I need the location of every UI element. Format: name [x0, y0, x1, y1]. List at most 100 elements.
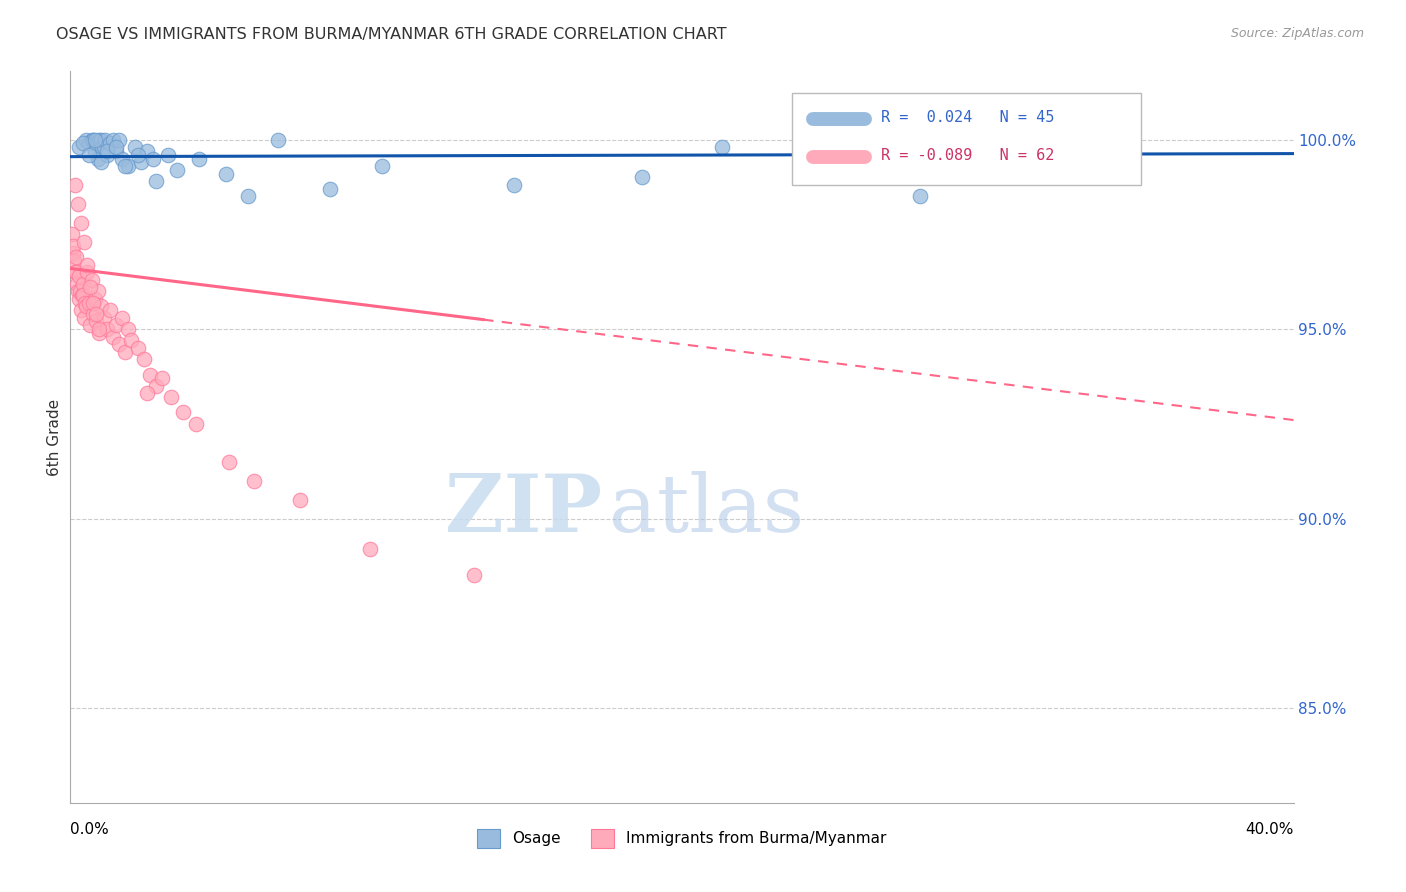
Point [93, 310, 115, 325]
Point [69, 284, 91, 298]
FancyBboxPatch shape [792, 94, 1140, 185]
Point [98, 136, 121, 151]
Text: atlas: atlas [609, 471, 804, 549]
Point [371, 159, 394, 173]
Point [108, 132, 131, 146]
Point [108, 337, 131, 351]
Point [90, 299, 112, 313]
Point [910, 189, 932, 203]
Point [166, 162, 188, 177]
Point [132, 352, 155, 367]
Point [77, 136, 100, 151]
Point [63, 253, 86, 268]
Point [98, 303, 121, 318]
Text: 0.0%: 0.0% [70, 822, 110, 837]
Point [66, 277, 89, 291]
Point [70, 288, 93, 302]
Point [76, 265, 98, 279]
Point [236, 189, 259, 203]
Point [184, 417, 207, 431]
Point [463, 568, 485, 582]
Point [63, 178, 86, 192]
Point [105, 140, 128, 154]
Point [72, 288, 94, 302]
Point [82, 295, 104, 310]
Point [82, 132, 104, 146]
Point [121, 334, 143, 348]
Legend: Osage, Immigrants from Burma/Myanmar: Osage, Immigrants from Burma/Myanmar [471, 822, 893, 854]
Point [75, 132, 97, 146]
Point [67, 268, 90, 283]
Point [65, 250, 87, 264]
Point [83, 144, 105, 158]
Point [267, 132, 290, 146]
Point [80, 132, 103, 146]
Point [89, 326, 111, 340]
Point [84, 314, 107, 328]
Text: 40.0%: 40.0% [1246, 822, 1294, 837]
Point [62, 238, 84, 252]
Point [70, 216, 93, 230]
Text: R = -0.089   N = 62: R = -0.089 N = 62 [882, 148, 1054, 163]
Point [135, 386, 157, 401]
Point [96, 144, 118, 158]
Point [77, 147, 100, 161]
Point [84, 136, 107, 151]
Point [129, 155, 152, 169]
Point [66, 284, 89, 298]
Point [72, 136, 94, 151]
Point [76, 258, 98, 272]
Point [70, 303, 93, 318]
Point [94, 132, 117, 146]
Point [111, 152, 134, 166]
Point [243, 474, 266, 488]
Text: ZIP: ZIP [446, 471, 602, 549]
Point [93, 140, 115, 154]
Point [111, 310, 134, 325]
Point [127, 341, 149, 355]
Point [101, 329, 124, 343]
Point [96, 147, 118, 161]
Point [72, 277, 94, 291]
Point [91, 140, 114, 154]
Text: Source: ZipAtlas.com: Source: ZipAtlas.com [1230, 27, 1364, 40]
Point [87, 152, 110, 166]
Point [75, 299, 97, 313]
Point [135, 144, 157, 158]
Point [172, 405, 194, 419]
Point [359, 541, 381, 556]
Point [83, 292, 105, 306]
Point [89, 132, 111, 146]
Text: OSAGE VS IMMIGRANTS FROM BURMA/MYANMAR 6TH GRADE CORRELATION CHART: OSAGE VS IMMIGRANTS FROM BURMA/MYANMAR 6… [56, 27, 727, 42]
Point [69, 140, 91, 154]
Point [117, 322, 139, 336]
Point [60, 227, 83, 242]
Point [80, 273, 103, 287]
Point [288, 492, 311, 507]
Point [139, 368, 162, 382]
Point [114, 344, 136, 359]
Point [502, 178, 524, 192]
Point [65, 265, 87, 279]
Point [215, 167, 238, 181]
Point [66, 197, 89, 211]
Point [62, 246, 84, 260]
Point [87, 284, 110, 298]
Point [145, 174, 167, 188]
Point [63, 265, 86, 279]
Point [710, 140, 733, 154]
Y-axis label: 6th Grade: 6th Grade [46, 399, 62, 475]
Point [187, 152, 209, 166]
Point [82, 307, 104, 321]
Point [127, 147, 149, 161]
Point [631, 170, 654, 185]
Point [73, 235, 96, 249]
Point [157, 147, 180, 161]
Point [105, 318, 128, 333]
Point [117, 159, 139, 173]
Point [150, 371, 173, 385]
Point [218, 455, 240, 469]
Point [89, 322, 111, 336]
Point [105, 144, 128, 158]
Point [319, 182, 342, 196]
